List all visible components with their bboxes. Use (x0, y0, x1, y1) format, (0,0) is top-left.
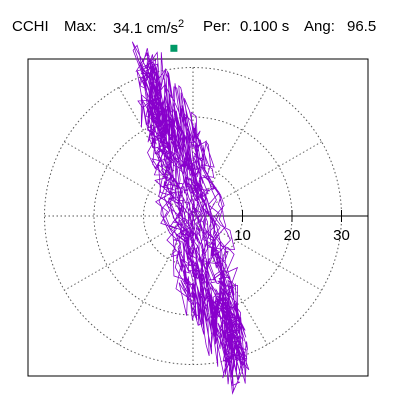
trace-group (131, 41, 250, 395)
period-label: Per: (203, 18, 231, 35)
max-exponent: 2 (178, 18, 185, 30)
max-label: Max: (64, 18, 97, 35)
plot-frame (27, 58, 369, 377)
x-tick-label: 10 (234, 227, 251, 244)
header: CCHI Max: 34.1 cm/s2 Per: 0.100 s Ang: 9… (0, 0, 400, 44)
max-marker-group (170, 44, 178, 52)
x-tick-label: 20 (284, 227, 301, 244)
station-label: CCHI (12, 18, 49, 35)
axes (193, 210, 368, 222)
orbit-trace (131, 41, 250, 395)
tick-labels: 10 20 30 (234, 227, 350, 244)
period-value: 0.100 s (240, 18, 290, 35)
x-tick-label: 30 (333, 227, 350, 244)
max-marker (170, 44, 178, 52)
angle-value: 96.5 (347, 18, 377, 35)
angle-label: Ang: (304, 18, 335, 35)
max-value: 34.1 cm/s2 (113, 18, 184, 37)
max-value-text: 34.1 cm/s (113, 20, 179, 37)
